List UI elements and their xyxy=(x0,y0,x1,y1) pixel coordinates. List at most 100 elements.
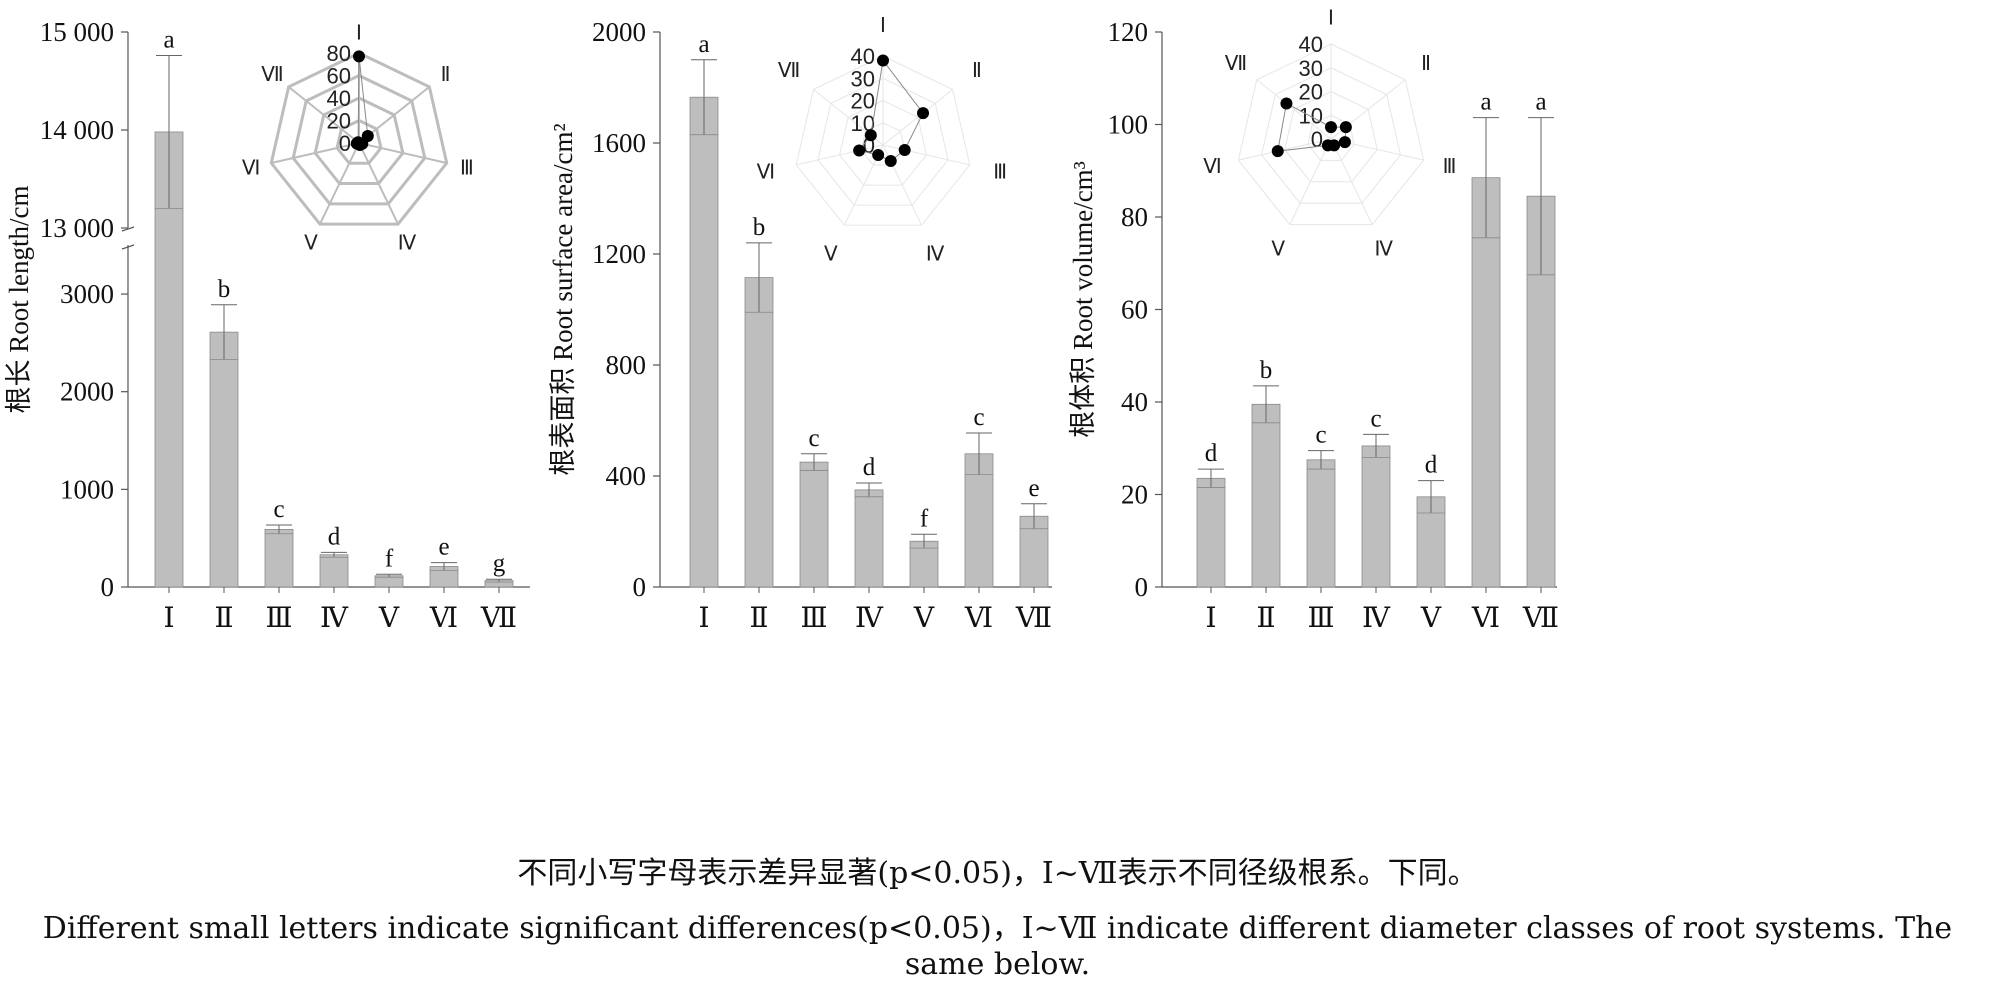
significance-letter: b xyxy=(753,214,766,241)
radar-spoke xyxy=(288,86,360,144)
x-tick-label: Ⅴ xyxy=(378,603,400,634)
radar-data-point xyxy=(1339,121,1352,134)
radar-tick-label: 20 xyxy=(327,109,351,134)
x-tick-label: Ⅲ xyxy=(800,603,827,634)
chart-root-length: 0 1000 2000 3000 13 000 14 000 15 000 根长 Root l… xyxy=(4,17,530,634)
significance-letter: d xyxy=(1425,452,1438,479)
x-tick-label: Ⅵ xyxy=(429,603,458,634)
significance-letter: c xyxy=(973,404,984,431)
radar-grid-ring xyxy=(817,77,949,206)
x-tick-label: Ⅵ xyxy=(1471,603,1500,634)
y-tick-label: 800 xyxy=(606,350,647,380)
significance-letter: b xyxy=(1260,357,1273,384)
bar xyxy=(854,489,884,588)
radar-spoke xyxy=(271,142,360,165)
y-tick-label: 15 000 xyxy=(40,17,114,47)
bar xyxy=(1251,403,1281,588)
radar-data-point xyxy=(864,129,877,142)
radar-grid-ring xyxy=(860,122,906,166)
radar-tick-label: 10 xyxy=(1299,103,1323,128)
significance-letter: a xyxy=(163,27,174,54)
y-tick-label: 0 xyxy=(633,572,647,602)
radar-axis-label: Ⅵ xyxy=(757,162,775,184)
bar xyxy=(689,96,719,588)
axis-break-mark xyxy=(121,244,135,250)
radar-grid-ring xyxy=(795,55,971,226)
radar-axis-label: Ⅱ xyxy=(441,64,451,86)
radar-grid-ring xyxy=(1284,90,1378,183)
x-tick-label: Ⅶ xyxy=(480,603,517,634)
bar xyxy=(1306,459,1336,588)
significance-letter: c xyxy=(1370,405,1381,432)
radar-axis-label: Ⅴ xyxy=(824,243,838,265)
radar-axis-label: Ⅳ xyxy=(398,233,417,255)
significance-letter: c xyxy=(273,496,284,523)
significance-letter: c xyxy=(808,425,819,452)
bar xyxy=(744,277,774,588)
radar-axis-label: Ⅲ xyxy=(993,162,1007,184)
radar-spoke xyxy=(1330,138,1373,225)
x-tick-label: Ⅰ xyxy=(698,603,709,634)
radar-spoke xyxy=(1289,138,1332,225)
radar-axis-label: Ⅶ xyxy=(778,60,800,82)
radar-data-point xyxy=(1280,97,1293,110)
radar-spoke xyxy=(358,142,447,165)
y-tick-label: 0 xyxy=(1135,572,1149,602)
radar-tick-label: 0 xyxy=(339,131,351,156)
radar-axis-label: Ⅴ xyxy=(304,233,318,255)
y-tick-label: 60 xyxy=(1121,295,1148,325)
radar-tick-label: 40 xyxy=(1299,32,1323,57)
radar-data-point xyxy=(1271,145,1284,158)
significance-letter: a xyxy=(1480,89,1491,116)
significance-letter: d xyxy=(1205,440,1218,467)
x-tick-label: Ⅱ xyxy=(214,603,233,634)
y-tick-label: 1600 xyxy=(592,128,646,158)
radar-tick-label: 0 xyxy=(1311,127,1323,152)
y-tick-label: 13 000 xyxy=(40,213,114,243)
bar xyxy=(1196,477,1226,588)
y-axis-label: 根长 Root length/cm xyxy=(4,186,34,414)
radar-axis-label: Ⅱ xyxy=(1421,53,1431,75)
radar-axis-label: Ⅵ xyxy=(1203,156,1221,178)
x-tick-label: Ⅱ xyxy=(749,603,768,634)
radar-tick-label: 40 xyxy=(327,86,351,111)
radar-spoke xyxy=(882,144,970,166)
chart-root-surface-area: 0 400 800 1200 1600 2000 根表面积 Root surface are… xyxy=(548,15,1052,634)
x-tick-label: Ⅴ xyxy=(1420,603,1442,634)
bar xyxy=(319,554,349,588)
radar-axis-label: Ⅵ xyxy=(242,158,260,180)
x-tick-label: Ⅶ xyxy=(1015,603,1052,634)
radar-data-point xyxy=(872,149,885,162)
bar xyxy=(1361,445,1391,588)
significance-letter: a xyxy=(698,31,709,58)
y-tick-label: 400 xyxy=(606,461,647,491)
y-tick-label: 100 xyxy=(1108,110,1149,140)
significance-letter: f xyxy=(920,505,929,532)
significance-letter: c xyxy=(1315,422,1326,449)
radar-spoke xyxy=(358,142,399,225)
radar-spoke xyxy=(882,89,953,146)
x-tick-label: Ⅳ xyxy=(855,603,884,634)
radar-axis-label: Ⅱ xyxy=(972,60,982,82)
x-tick-label: Ⅴ xyxy=(913,603,935,634)
radar-tick-label: 20 xyxy=(851,89,875,114)
radar-tick-label: 20 xyxy=(1299,80,1323,105)
radar-grid-ring xyxy=(291,73,427,206)
x-tick-label: Ⅳ xyxy=(1362,603,1391,634)
x-tick-label: Ⅵ xyxy=(964,603,993,634)
radar-data-point xyxy=(1321,139,1334,152)
radar-grid-ring xyxy=(1237,43,1425,226)
radar-tick-label: 80 xyxy=(327,41,351,66)
y-tick-label: 20 xyxy=(1121,480,1148,510)
significance-letter: g xyxy=(493,550,506,577)
x-tick-label: Ⅶ xyxy=(1522,603,1559,634)
y-tick-label: 80 xyxy=(1121,202,1148,232)
bar xyxy=(799,461,829,588)
radar-data-point xyxy=(898,143,911,156)
radar-axis-label: Ⅶ xyxy=(1225,53,1247,75)
radar-axis-label: Ⅲ xyxy=(460,158,474,180)
radar-spoke xyxy=(319,142,360,225)
radar-grid-ring xyxy=(269,51,449,226)
